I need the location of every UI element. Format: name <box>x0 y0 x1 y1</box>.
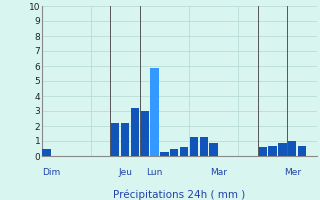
Text: Dim: Dim <box>42 168 60 177</box>
Bar <box>160 152 169 156</box>
Bar <box>140 111 149 156</box>
Text: Mer: Mer <box>284 168 301 177</box>
Bar <box>200 137 208 156</box>
Bar <box>170 148 179 156</box>
Bar <box>259 147 267 156</box>
Bar <box>298 146 306 156</box>
Bar <box>150 68 159 156</box>
Text: Jeu: Jeu <box>118 168 132 177</box>
Bar <box>288 141 296 156</box>
Text: Précipitations 24h ( mm ): Précipitations 24h ( mm ) <box>113 189 245 200</box>
Bar <box>190 137 198 156</box>
Bar <box>111 123 119 156</box>
Bar <box>278 142 287 156</box>
Bar <box>268 146 277 156</box>
Bar <box>42 148 51 156</box>
Bar <box>121 123 129 156</box>
Text: Lun: Lun <box>147 168 163 177</box>
Text: Mar: Mar <box>210 168 227 177</box>
Bar <box>209 142 218 156</box>
Bar <box>180 147 188 156</box>
Bar <box>131 108 139 156</box>
